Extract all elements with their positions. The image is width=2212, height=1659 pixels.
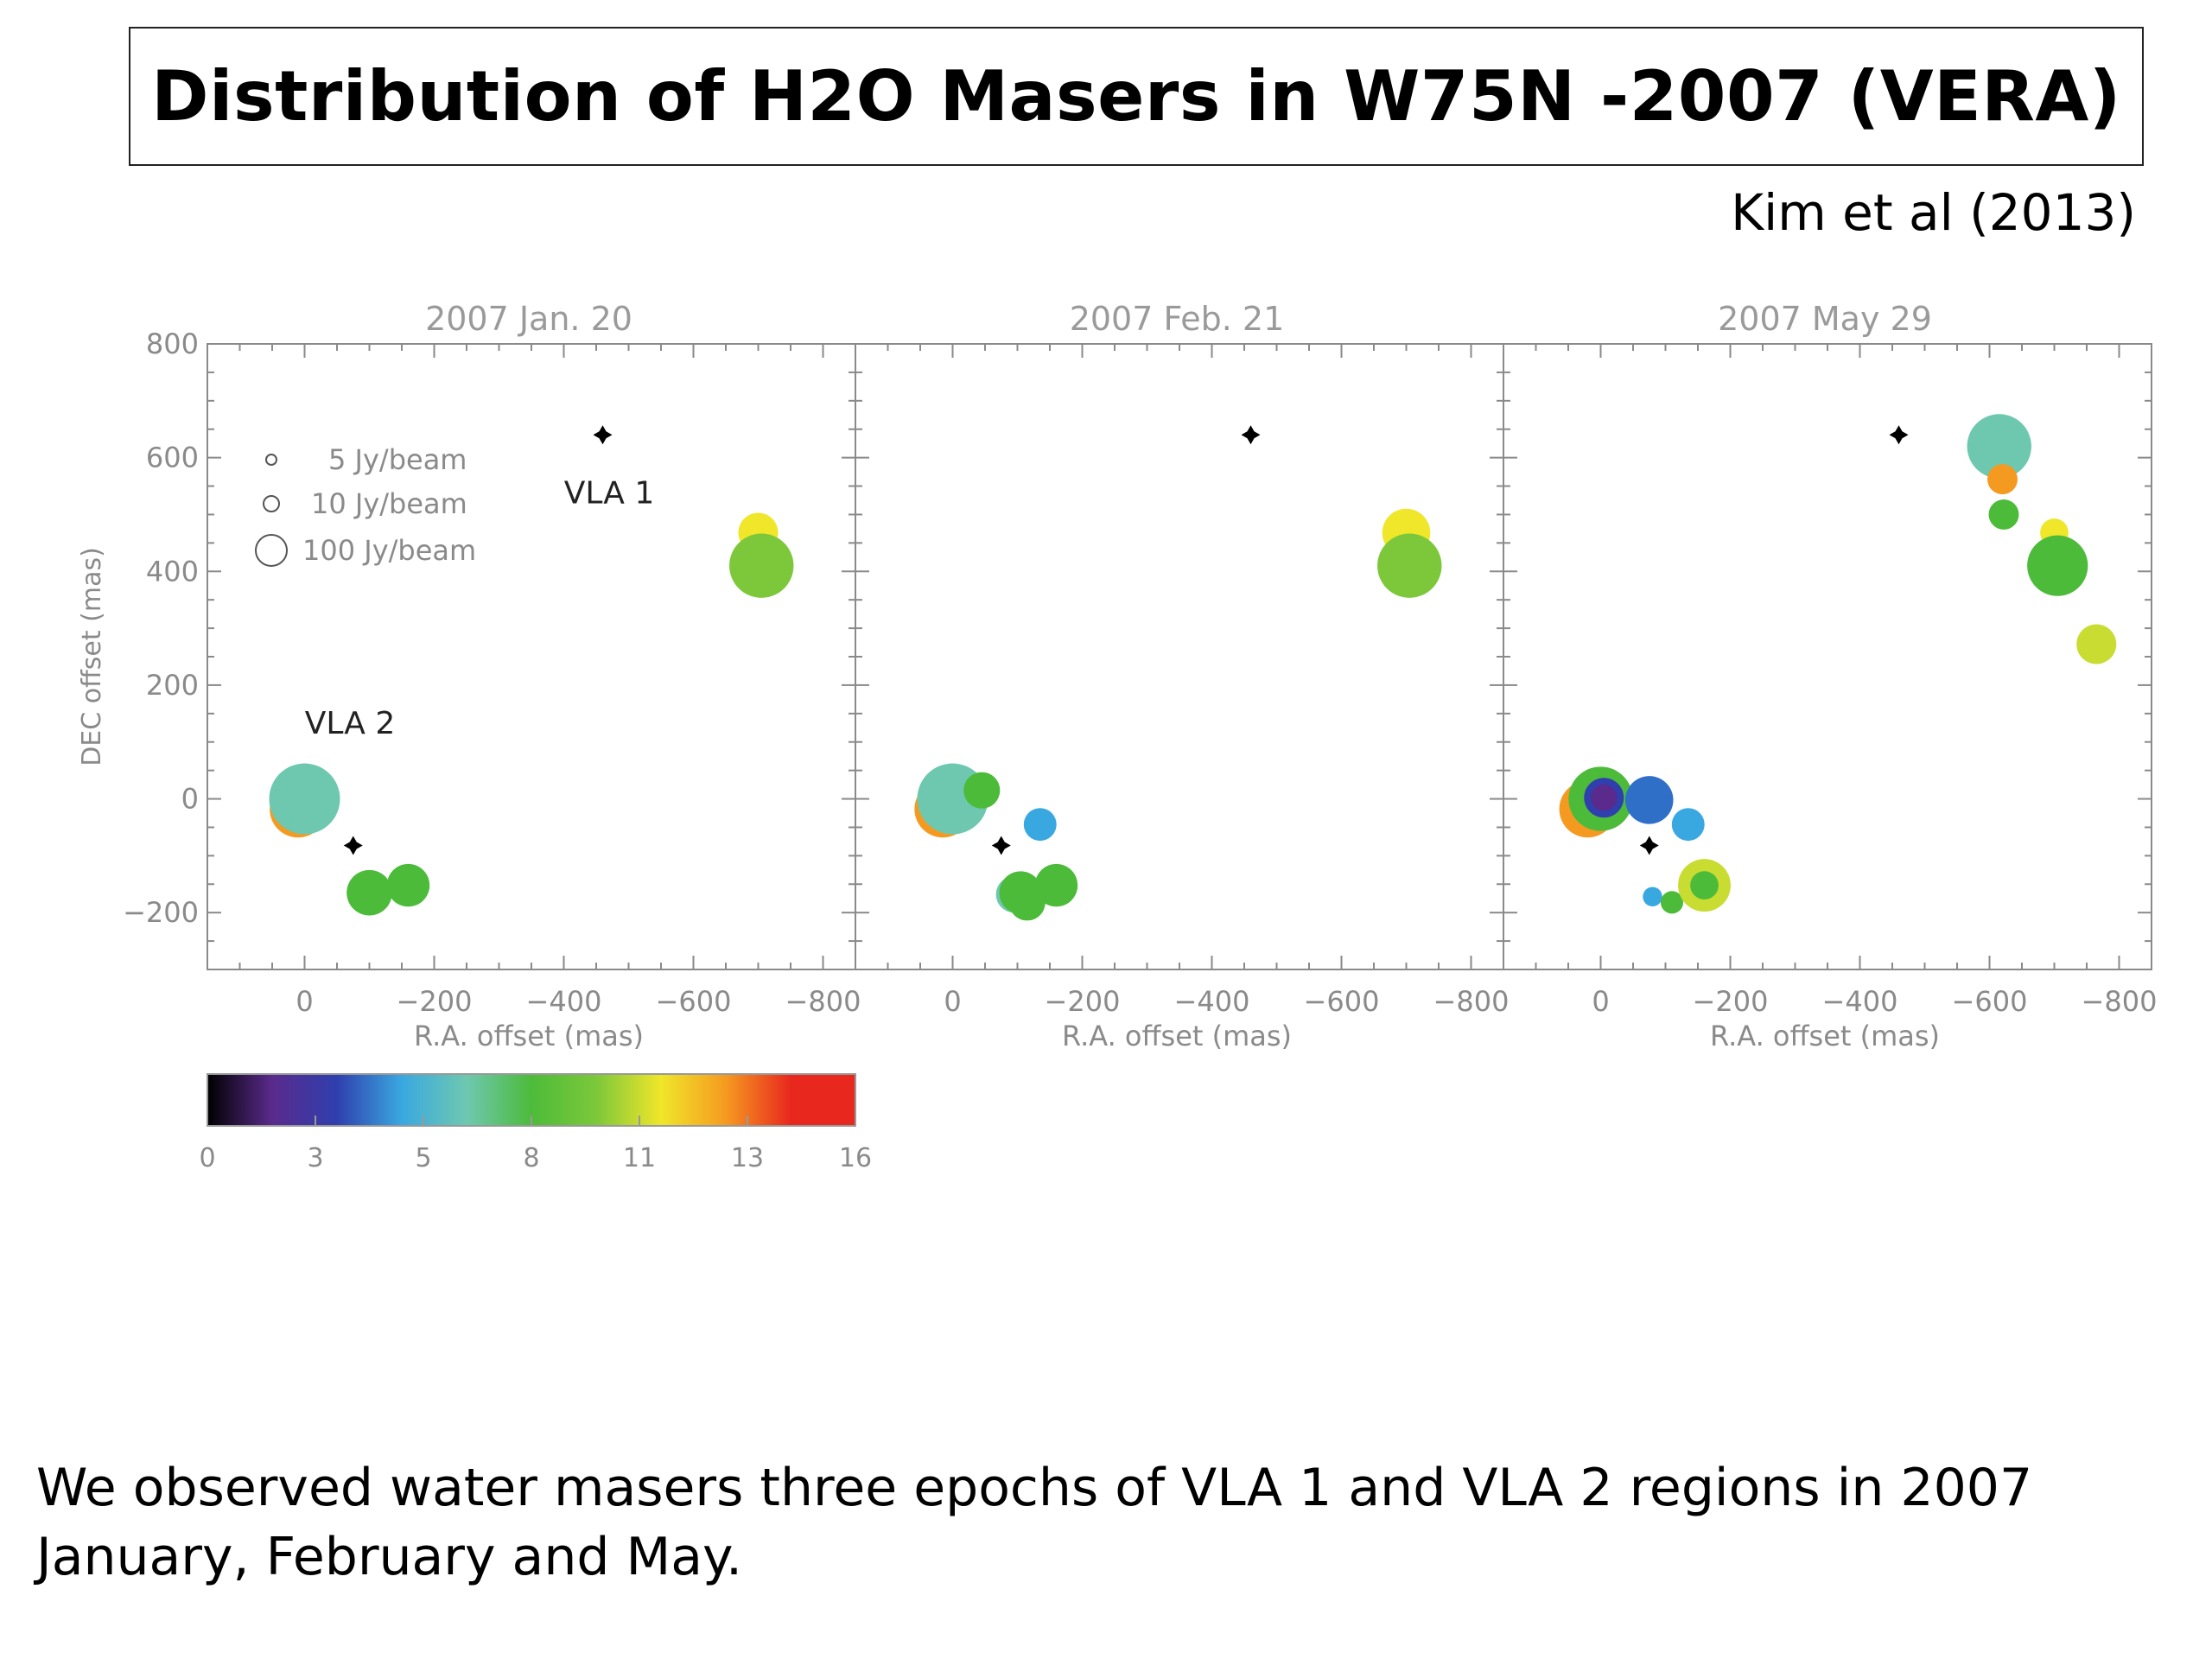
maser-spot bbox=[1023, 808, 1057, 842]
region-label-vla-2: VLA 2 bbox=[305, 706, 395, 741]
maser-spot bbox=[1591, 785, 1618, 811]
reference-marker-vla-2 bbox=[1639, 836, 1659, 855]
caption-line-2: January, February and May. bbox=[36, 1527, 743, 1587]
y-tick-label: 600 bbox=[146, 442, 199, 474]
maser-spot bbox=[346, 869, 392, 916]
panel-title: 2007 Jan. 20 bbox=[425, 300, 632, 338]
legend-label: 100 Jy/beam bbox=[302, 534, 476, 567]
maser-spot bbox=[2027, 535, 2088, 596]
legend-circle bbox=[263, 495, 280, 512]
panel-2: 2007 Feb. 21 0 −200 −400 −600 −800 R.A. offset… bbox=[855, 300, 1509, 1052]
colorbar-tick-label: 16 bbox=[839, 1143, 872, 1173]
x-tick-label: −600 bbox=[1952, 985, 2028, 1018]
maser-spot bbox=[729, 533, 794, 598]
legend-label: 10 Jy/beam bbox=[311, 487, 467, 520]
maser-spot bbox=[386, 863, 430, 907]
plot-frame bbox=[207, 343, 856, 970]
y-tick-label: 200 bbox=[146, 669, 199, 702]
reference-marker-vla-1 bbox=[1241, 425, 1261, 445]
plot-frame bbox=[1503, 343, 2152, 970]
reference-marker-vla-1 bbox=[1889, 425, 1909, 445]
x-axis-label: R.A. offset (mas) bbox=[414, 1020, 644, 1052]
panel-title: 2007 Feb. 21 bbox=[1070, 300, 1285, 338]
maser-spot bbox=[1690, 871, 1719, 899]
legend-circle bbox=[255, 534, 288, 567]
x-tick-label: 0 bbox=[296, 985, 313, 1018]
x-tick-label: −800 bbox=[785, 985, 861, 1018]
caption: We observed water masers three epochs of… bbox=[36, 1453, 2171, 1592]
panels-layer: 2007 Jan. 20 0 −200 −400 −600 −800 R.A. offset… bbox=[77, 300, 2157, 1052]
colorbar-tick-label: 5 bbox=[415, 1143, 431, 1173]
colorbar-tick-label: 8 bbox=[523, 1143, 539, 1173]
x-tick-label: −600 bbox=[656, 985, 732, 1018]
x-tick-label: −800 bbox=[1433, 985, 1510, 1018]
maser-spot bbox=[1624, 776, 1674, 824]
y-tick-label: 0 bbox=[181, 783, 199, 816]
x-tick-label: −800 bbox=[2082, 985, 2158, 1018]
x-axis-label: R.A. offset (mas) bbox=[1062, 1020, 1292, 1052]
legend-entry: 10 Jy/beam bbox=[263, 487, 467, 520]
legend-circle bbox=[265, 454, 277, 466]
maser-spot bbox=[2076, 624, 2117, 664]
slide-title: Distribution of H2O Masers in W75N -2007… bbox=[151, 56, 2121, 137]
colorbar-tick-label: 11 bbox=[623, 1143, 656, 1173]
colorbar: 0 3 5 8 11 13 16 bbox=[199, 1073, 872, 1173]
x-tick-label: −400 bbox=[1822, 985, 1898, 1018]
y-axis-label: DEC offset (mas) bbox=[77, 547, 107, 766]
maser-spot bbox=[1988, 499, 2019, 530]
y-tick-label: −200 bbox=[123, 896, 199, 929]
maser-spot bbox=[1987, 464, 2018, 495]
x-axis-label: R.A. offset (mas) bbox=[1710, 1020, 1940, 1052]
reference-marker-vla-1 bbox=[593, 425, 613, 445]
colorbar-tick-label: 13 bbox=[731, 1143, 764, 1173]
x-tick-label: −600 bbox=[1304, 985, 1380, 1018]
maser-spot bbox=[1643, 887, 1662, 906]
panel-title: 2007 May 29 bbox=[1718, 300, 1932, 338]
x-tick-label: −400 bbox=[1174, 985, 1250, 1018]
x-tick-label: 0 bbox=[944, 985, 961, 1018]
x-tick-label: −200 bbox=[397, 985, 473, 1018]
legend-entry: 100 Jy/beam bbox=[255, 534, 476, 567]
reference-marker-vla-2 bbox=[991, 836, 1011, 855]
maser-spot bbox=[1671, 808, 1705, 842]
maser-spot bbox=[1008, 884, 1046, 921]
y-tick-label: 400 bbox=[146, 555, 199, 588]
reference-marker-vla-2 bbox=[343, 836, 363, 855]
maser-spot bbox=[1660, 891, 1684, 914]
maser-spot bbox=[269, 763, 340, 835]
x-tick-label: −200 bbox=[1693, 985, 1769, 1018]
citation: Kim et al (2013) bbox=[1731, 183, 2136, 242]
maser-spot bbox=[1967, 414, 2031, 479]
legend-entry: 5 Jy/beam bbox=[265, 443, 467, 476]
x-tick-label: 0 bbox=[1592, 985, 1609, 1018]
maser-spot bbox=[1034, 863, 1078, 907]
colorbar-tick-label: 0 bbox=[199, 1143, 215, 1173]
x-tick-label: −200 bbox=[1045, 985, 1121, 1018]
y-tick-label: 800 bbox=[146, 327, 199, 360]
panel-1: 2007 Jan. 20 0 −200 −400 −600 −800 R.A. offset… bbox=[207, 300, 861, 1052]
colorbar-tick-label: 3 bbox=[307, 1143, 323, 1173]
maser-spot bbox=[963, 772, 1001, 809]
x-tick-label: −400 bbox=[526, 985, 602, 1018]
region-label-vla-1: VLA 1 bbox=[564, 475, 654, 511]
legend-label: 5 Jy/beam bbox=[328, 443, 467, 476]
maser-spot bbox=[1377, 533, 1442, 598]
panel-3: 2007 May 29 0 −200 −400 −600 −800 R.A. offset … bbox=[1503, 300, 2157, 1052]
caption-line-1: We observed water masers three epochs of… bbox=[36, 1458, 2033, 1518]
plot-frame bbox=[855, 343, 1504, 970]
slide-title-box: Distribution of H2O Masers in W75N -2007… bbox=[129, 27, 2144, 166]
